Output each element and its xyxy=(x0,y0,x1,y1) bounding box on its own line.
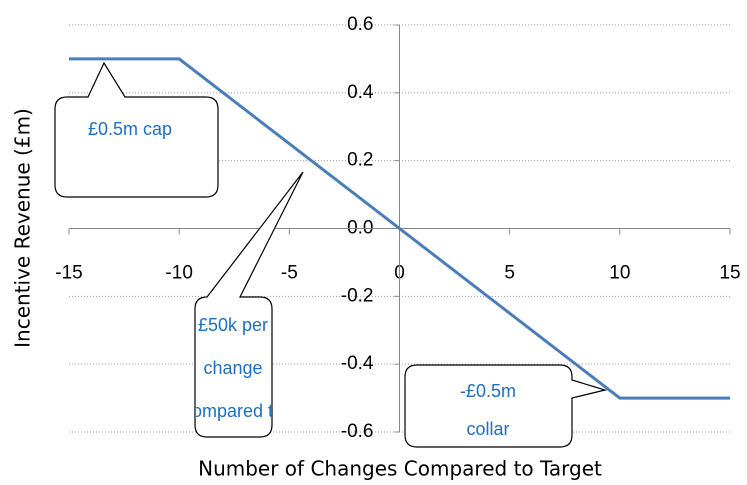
grid: 0.60.40.20.0-0.2-0.4-0.6-15 -10 -5 0 5 10 15 xyxy=(55,14,740,442)
annotation-clip: £50k per change compared to xyxy=(183,315,283,421)
y-tick-label: -0.2 xyxy=(341,285,374,306)
y-tick-label: -0.4 xyxy=(341,353,374,374)
x-tick-label: 5 xyxy=(504,263,515,284)
annotation-text: collar xyxy=(466,419,509,439)
plot xyxy=(69,57,730,400)
annotation-text: -£0.5m xyxy=(460,381,516,401)
x-axis-title: Number of Changes Compared to Target xyxy=(198,457,602,481)
callout-cap xyxy=(54,61,219,198)
annotation-text: change xyxy=(203,358,262,378)
x-tick-label: -10 xyxy=(165,263,192,284)
callout-slope xyxy=(194,171,304,438)
y-axis-title: Incentive Revenue (£m) xyxy=(11,108,35,348)
annotations: £0.5m cap £50k per change compared to -£0.5m… xyxy=(88,119,516,439)
annotation-text: compared to xyxy=(183,401,283,421)
y-tick-label: -0.6 xyxy=(341,421,374,442)
y-tick-label: 0.2 xyxy=(347,150,373,171)
x-tick-label: 10 xyxy=(609,263,630,284)
y-tick-label: 0.6 xyxy=(347,14,373,35)
series-line xyxy=(69,57,730,400)
x-tick-label: 15 xyxy=(719,263,740,284)
callout xyxy=(54,61,608,448)
callout-collar xyxy=(404,364,608,448)
x-tick-label: -15 xyxy=(55,263,82,284)
annotation-text: £50k per xyxy=(198,315,268,335)
x-tick-label: -5 xyxy=(281,263,298,284)
y-tick-label: 0.4 xyxy=(347,82,374,103)
annotation-text: £0.5m cap xyxy=(88,119,172,139)
